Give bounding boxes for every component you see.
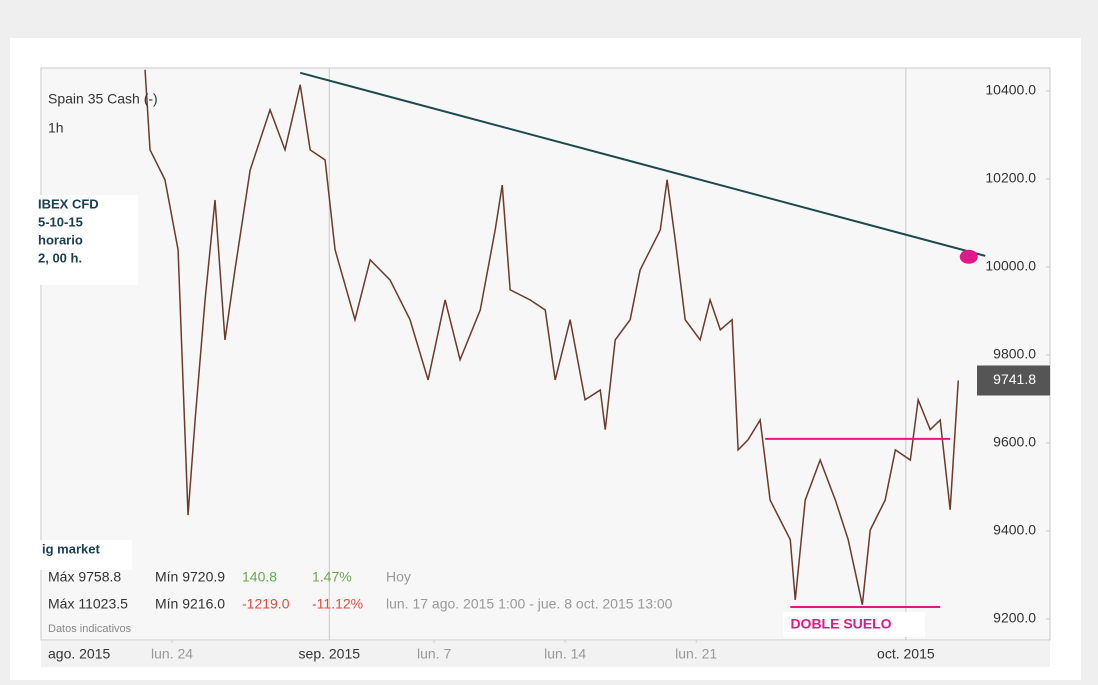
note-line: horario <box>38 232 83 247</box>
chart-subtitle: 1h <box>48 120 64 136</box>
note-box <box>10 195 138 285</box>
info-cell: Hoy <box>386 569 411 585</box>
x-tick-label: oct. 2015 <box>877 646 935 662</box>
x-tick-label: lun. 7 <box>417 646 451 662</box>
y-tick-label: 9600.0 <box>993 434 1036 450</box>
x-tick-label: lun. 24 <box>151 646 193 662</box>
annotation: DOBLE SUELO <box>790 616 891 632</box>
annotation-line <box>299 71 986 257</box>
disclaimer: Datos indicativos <box>48 623 132 635</box>
marker <box>959 249 978 264</box>
price-line <box>144 69 960 605</box>
note-line: 2, 00 h. <box>38 250 82 265</box>
x-tick-label: lun. 21 <box>675 646 717 662</box>
y-tick-label: 9200.0 <box>993 610 1036 626</box>
last-price-box <box>977 365 1050 396</box>
note-line: IBEX CFD <box>38 196 99 211</box>
plot-area <box>40 67 1051 641</box>
info-cell: -11.12% <box>312 596 363 612</box>
y-tick-label: 10200.0 <box>985 170 1036 186</box>
info-cell: -1219.0 <box>242 596 290 612</box>
x-tick-label: lun. 14 <box>544 646 586 662</box>
info-cell: Máx 11023.5 <box>48 596 128 612</box>
source-note: ig market <box>42 541 100 556</box>
y-tick-label: 9800.0 <box>993 346 1036 362</box>
info-cell: 140.8 <box>242 569 277 585</box>
info-cell: Mín 9720.9 <box>155 569 225 585</box>
info-cell: lun. 17 ago. 2015 1:00 - jue. 8 oct. 201… <box>386 596 673 612</box>
last-price-label: 9741.8 <box>993 371 1036 387</box>
x-tick-label: ago. 2015 <box>48 646 110 662</box>
annotation-box <box>783 612 925 637</box>
source-box <box>38 540 132 570</box>
y-tick-label: 9400.0 <box>993 522 1036 538</box>
chart-title: Spain 35 Cash (-) <box>48 91 158 107</box>
y-tick-label: 10000.0 <box>985 258 1036 274</box>
y-tick-label: 10400.0 <box>985 82 1036 98</box>
x-tick-label: sep. 2015 <box>299 646 361 662</box>
info-cell: 1.47% <box>312 569 352 585</box>
info-cell: Máx 9758.8 <box>48 569 121 585</box>
info-cell: Mín 9216.0 <box>155 596 225 612</box>
x-axis-band <box>41 641 1050 667</box>
note-line: 5-10-15 <box>38 214 83 229</box>
